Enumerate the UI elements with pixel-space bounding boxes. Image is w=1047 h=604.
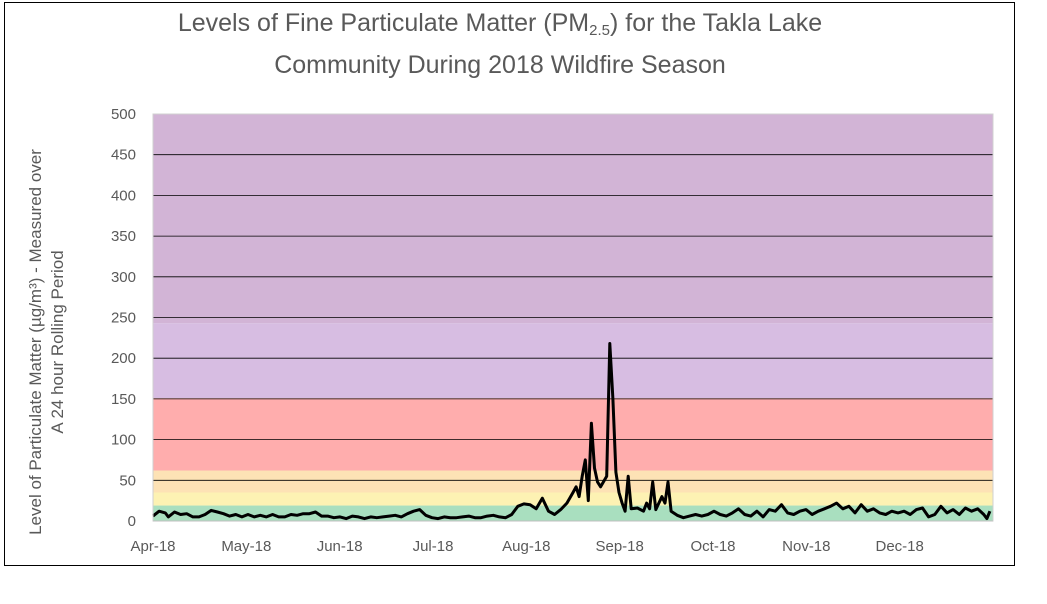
x-tick-label: Dec-18	[875, 538, 923, 555]
y-tick-label: 250	[111, 310, 136, 327]
y-tick-label: 150	[111, 391, 136, 408]
y-tick-label: 200	[111, 350, 136, 367]
aqi-band-3	[153, 398, 993, 470]
aqi-band-4	[153, 323, 993, 398]
aqi-band-2	[153, 471, 993, 493]
x-tick-label: Apr-18	[130, 538, 175, 555]
x-tick-label: Sep-18	[595, 538, 643, 555]
x-tick-label: Aug-18	[502, 538, 550, 555]
y-tick-label: 50	[119, 472, 136, 489]
y-tick-label: 400	[111, 187, 136, 204]
y-tick-label: 100	[111, 432, 136, 449]
x-tick-label: May-18	[221, 538, 271, 555]
y-tick-label: 500	[111, 106, 136, 123]
aqi-band-5	[153, 114, 993, 323]
y-tick-label: 450	[111, 147, 136, 164]
x-tick-label: Oct-18	[690, 538, 735, 555]
y-tick-label: 300	[111, 269, 136, 286]
x-tick-label: Jun-18	[317, 538, 363, 555]
x-tick-label: Nov-18	[782, 538, 830, 555]
aqi-band-0	[153, 506, 993, 521]
y-tick-label: 350	[111, 228, 136, 245]
x-tick-label: Jul-18	[413, 538, 454, 555]
y-tick-label: 0	[128, 513, 136, 530]
